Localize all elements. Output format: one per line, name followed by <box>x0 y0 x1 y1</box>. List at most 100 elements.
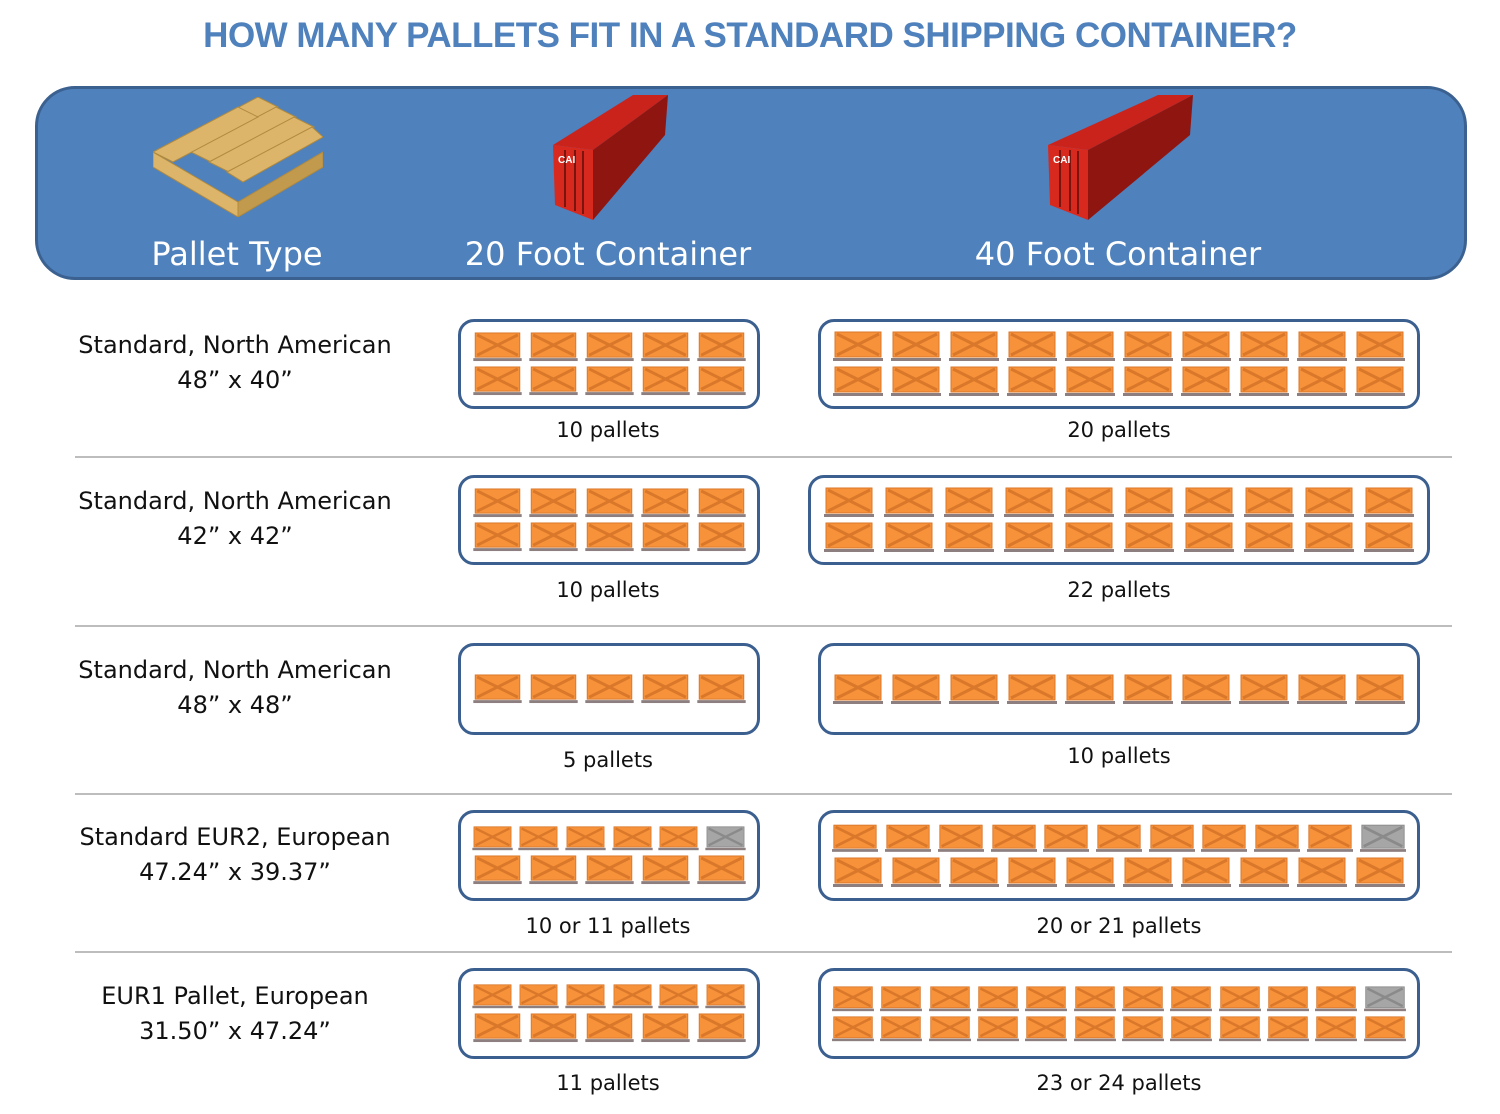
pallet-row <box>829 824 1409 853</box>
pallet-crate <box>584 366 634 396</box>
pallet-row <box>469 826 749 851</box>
pallet-crate <box>1297 366 1347 396</box>
pallet-crate <box>1007 331 1057 361</box>
pallet-crate <box>528 332 578 362</box>
pallet-crate <box>518 826 560 851</box>
pallet-crate <box>1201 824 1248 852</box>
container-20ft-box <box>458 319 760 409</box>
container-20ft-box <box>458 475 760 565</box>
pallet-crate <box>928 1015 971 1041</box>
pallet-crate <box>1363 1015 1406 1041</box>
pallet-row <box>469 984 749 1009</box>
pallet-crate <box>696 674 746 704</box>
pallet-crate <box>937 824 984 852</box>
pallet-type-name: Standard, North American <box>78 487 392 515</box>
pallet-crate <box>832 985 875 1011</box>
pallet-crate <box>640 522 690 552</box>
pallet-crate <box>944 522 994 552</box>
pallet-crate <box>1355 857 1405 887</box>
row-divider <box>75 456 1452 458</box>
pallet-crate <box>612 984 653 1009</box>
pallet-crate <box>640 332 690 362</box>
pallet-row <box>469 332 749 362</box>
column-header-20ft: 20 Foot Container <box>464 235 752 273</box>
pallet-crate <box>518 984 560 1009</box>
column-header-40ft: 40 Foot Container <box>974 235 1262 273</box>
pallet-crate <box>1306 824 1353 852</box>
pallet-crate <box>1064 487 1114 517</box>
pallet-row <box>469 674 749 704</box>
page-title: HOW MANY PALLETS FIT IN A STANDARD SHIPP… <box>203 16 1297 55</box>
pallet-crate <box>640 855 690 885</box>
pallet-crate <box>696 522 746 552</box>
pallet-crate <box>1122 1015 1165 1041</box>
pallet-crate <box>1065 674 1115 704</box>
pallet-crate <box>1239 674 1289 704</box>
pallet-crate <box>1181 366 1231 396</box>
pallet-crate <box>1244 487 1294 517</box>
pallet-count-40ft: 22 pallets <box>1067 578 1171 602</box>
pallet-crate <box>1170 985 1213 1011</box>
pallet-crate <box>612 826 653 851</box>
pallet-crate <box>584 332 634 362</box>
pallet-crate <box>1073 1015 1116 1041</box>
pallet-crate <box>1315 1015 1358 1041</box>
pallet-crate <box>1123 366 1173 396</box>
pallet-crate <box>1297 857 1347 887</box>
pallet-row <box>469 522 749 552</box>
pallet-crate <box>977 985 1020 1011</box>
pallet-type-size: 47.24” x 39.37” <box>139 858 331 886</box>
column-header-pallet-type: Pallet Type <box>151 235 323 273</box>
pallet-crate <box>565 984 606 1009</box>
pallet-crate <box>832 1015 875 1041</box>
pallet-crate <box>472 1013 522 1043</box>
pallet-crate <box>1123 331 1173 361</box>
container-40ft-box <box>818 968 1420 1059</box>
row-divider <box>75 951 1452 953</box>
pallet-type-label: Standard, North American 48” x 48” <box>40 653 430 723</box>
pallet-type-size: 48” x 48” <box>177 691 293 719</box>
pallet-type-label: Standard, North American 48” x 40” <box>40 328 430 398</box>
pallet-crate <box>1218 985 1261 1011</box>
pallet-type-label: EUR1 Pallet, European 31.50” x 47.24” <box>40 979 430 1049</box>
pallet-type-size: 48” x 40” <box>177 366 293 394</box>
pallet-type-name: Standard EUR2, European <box>79 823 391 851</box>
pallet-crate <box>1122 985 1165 1011</box>
pallet-crate <box>584 1013 634 1043</box>
pallet-crate <box>1355 366 1405 396</box>
pallet-crate <box>696 488 746 518</box>
pallet-crate <box>1007 674 1057 704</box>
pallet-crate <box>472 522 522 552</box>
pallet-crate <box>1065 857 1115 887</box>
pallet-crate <box>1148 824 1195 852</box>
pallet-count-40ft: 10 pallets <box>1067 744 1171 768</box>
pallet-crate <box>1025 1015 1068 1041</box>
pallet-crate <box>1123 674 1173 704</box>
pallet-row <box>829 1015 1409 1042</box>
pallet-type-name: EUR1 Pallet, European <box>101 982 369 1010</box>
pallet-crate <box>1355 331 1405 361</box>
pallet-crate <box>696 366 746 396</box>
pallet-crate <box>1004 487 1054 517</box>
container-40ft-box <box>818 319 1420 409</box>
pallet-row <box>829 674 1409 705</box>
pallet-crate <box>1004 522 1054 552</box>
pallet-crate <box>949 857 999 887</box>
pallet-crate <box>1065 331 1115 361</box>
pallet-crate <box>833 331 883 361</box>
pallet-count-40ft: 20 or 21 pallets <box>1036 914 1202 938</box>
pallet-crate <box>1364 487 1414 517</box>
container-40ft-box <box>808 475 1430 565</box>
pallet-crate <box>891 366 941 396</box>
pallet-crate <box>833 857 883 887</box>
shipping-container-icon: CAI <box>1048 95 1193 220</box>
pallet-crate <box>472 366 522 396</box>
pallet-count-40ft: 20 pallets <box>1067 418 1171 442</box>
pallet-crate <box>944 487 994 517</box>
pallet-count-20ft: 10 pallets <box>556 578 660 602</box>
pallet-crate <box>472 488 522 518</box>
extra-pallet-crate <box>1359 824 1406 852</box>
pallet-count-20ft: 10 or 11 pallets <box>525 914 691 938</box>
pallet-crate <box>1297 331 1347 361</box>
